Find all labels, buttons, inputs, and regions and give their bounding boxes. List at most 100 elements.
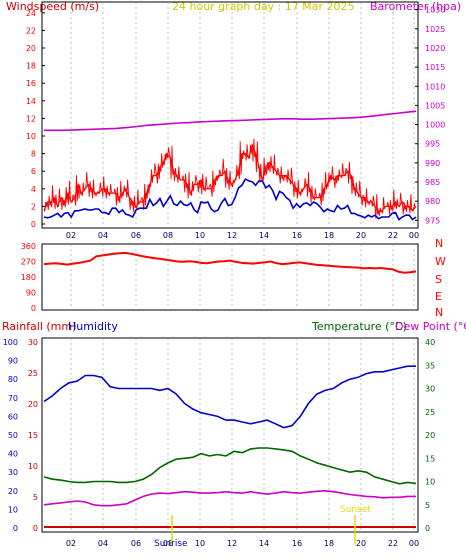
- direction-degree-tick: 180: [21, 273, 36, 282]
- temp-series: [43, 365, 417, 528]
- barometer-tick: 990: [425, 159, 440, 168]
- dewpoint-label: Dew Point (°C): [395, 320, 466, 333]
- humidity-tick: 50: [8, 431, 18, 440]
- humidity-label: Humidity: [68, 320, 118, 333]
- windspeed-tick: 0: [31, 220, 36, 229]
- temp-time-tick: 00: [409, 539, 419, 548]
- windspeed-tick: 16: [26, 79, 36, 88]
- barometer-tick: 1020: [425, 44, 445, 53]
- wind-series: [43, 110, 417, 221]
- temp-time-tick: 18: [324, 539, 334, 548]
- barometer-tick: 1010: [425, 82, 445, 91]
- direction-panel-frame: [41, 243, 419, 311]
- barometer-tick: 1000: [425, 121, 445, 130]
- humidity-tick: 10: [8, 505, 18, 514]
- humidity-tick: 30: [8, 468, 18, 477]
- direction-series: [43, 251, 417, 274]
- temp-time-tick: 04: [98, 539, 108, 548]
- temperature-tick: 30: [425, 385, 435, 394]
- windspeed-tick: 22: [26, 26, 36, 35]
- temp-time-tick: 20: [356, 539, 366, 548]
- rainfall-tick: 30: [28, 338, 38, 347]
- temp-time-tick: 10: [195, 539, 205, 548]
- average-wind-line: [43, 178, 417, 221]
- windspeed-tick: 6: [31, 167, 36, 176]
- wind-panel-frame: [41, 1, 419, 229]
- temperature-tick: 15: [425, 454, 435, 463]
- windspeed-tick: 24: [26, 9, 36, 18]
- windspeed-tick: 2: [31, 202, 36, 211]
- wind-time-tick: 18: [324, 231, 334, 240]
- humidity-tick: 100: [3, 338, 18, 347]
- gust-spikes: [44, 138, 416, 219]
- barometer-tick: 985: [425, 178, 440, 187]
- rainfall-tick: 5: [33, 493, 38, 502]
- rainfall-axis: 0 5 10 15 20 25 30: [28, 338, 38, 533]
- wind-time-tick: 16: [292, 231, 302, 240]
- rainfall-tick: 15: [28, 431, 38, 440]
- humidity-tick: 60: [8, 412, 18, 421]
- temp-time-tick: 16: [292, 539, 302, 548]
- windspeed-label: Windspeed (m/s): [6, 0, 99, 13]
- windspeed-tick: 18: [26, 62, 36, 71]
- humidity-tick: 90: [8, 357, 18, 366]
- wind-time-tick: 12: [227, 231, 237, 240]
- windspeed-tick: 10: [26, 132, 36, 141]
- wind-time-tick: 02: [66, 231, 76, 240]
- temperature-line: [43, 447, 417, 485]
- barometer-tick: 980: [425, 197, 440, 206]
- wind-time-tick: 20: [356, 231, 366, 240]
- sunset-label: Sunset: [340, 505, 371, 515]
- windspeed-tick: 8: [31, 150, 36, 159]
- humidity-tick: 80: [8, 375, 18, 384]
- compass-tick: N: [435, 306, 443, 319]
- humidity-axis: 0 10 20 30 40 50 60 70 80 90 100: [3, 338, 18, 533]
- barometer-line: [44, 110, 417, 132]
- temperature-tick: 20: [425, 431, 435, 440]
- barometer-tick: 1015: [425, 63, 445, 72]
- rainfall-label: Rainfall (mm): [2, 320, 76, 333]
- temperature-tick: 35: [425, 361, 435, 370]
- wind-time-tick: 06: [131, 231, 141, 240]
- temperature-tick: 25: [425, 408, 435, 417]
- wind-time-tick: 14: [259, 231, 269, 240]
- dewpoint-line: [43, 489, 416, 507]
- wind-time-tick: 10: [195, 231, 205, 240]
- compass-tick: W: [435, 255, 446, 268]
- temp-time-tick: 22: [388, 539, 398, 548]
- barometer-tick: 975: [425, 216, 440, 225]
- barometer-tick: 1005: [425, 101, 445, 110]
- temp-time-tick: 14: [259, 539, 269, 548]
- barometer-axis: 975 980 985 990 995 1000 1005 1010 1015 1020 1025 1…: [415, 6, 445, 225]
- wind-time-tick: 08: [163, 231, 173, 240]
- temp-panel-grid: [70, 338, 415, 532]
- compass-tick: N: [435, 237, 443, 250]
- direction-degree-tick: 90: [26, 289, 36, 298]
- rainfall-tick: 20: [28, 400, 38, 409]
- humidity-tick: 20: [8, 487, 18, 496]
- windspeed-tick: 20: [26, 44, 36, 53]
- temp-time-tick: 02: [66, 539, 76, 548]
- temperature-label: Temperature (°C): [311, 320, 407, 333]
- graph-title: 24 hour graph day : 17 Mar 2025: [172, 0, 355, 13]
- compass-tick: E: [435, 290, 442, 303]
- direction-degree-tick: 0: [31, 304, 36, 313]
- rainfall-tick: 0: [33, 524, 38, 533]
- wind-time-axis: 02 04 06 08 10 12 14 16 18 20 22 00: [66, 231, 419, 240]
- windspeed-tick: 4: [31, 185, 36, 194]
- temp-time-axis: 02 04 06 08 10 12 14 16 18 20 22 00: [66, 539, 419, 548]
- barometer-tick: 1025: [425, 25, 445, 34]
- temperature-axis: 0 5 10 15 20 25 30 35 40: [425, 338, 435, 533]
- windspeed-tick: 14: [26, 97, 36, 106]
- windspeed-tick: 12: [26, 114, 36, 123]
- temp-panel-frame: [41, 337, 419, 533]
- humidity-tick: 0: [13, 524, 18, 533]
- sunrise-label: Sunrise: [154, 539, 188, 549]
- temperature-tick: 10: [425, 478, 435, 487]
- humidity-tick: 40: [8, 450, 18, 459]
- wind-time-tick: 04: [98, 231, 108, 240]
- temp-time-tick: 12: [227, 539, 237, 548]
- temp-time-tick: 08: [163, 539, 173, 548]
